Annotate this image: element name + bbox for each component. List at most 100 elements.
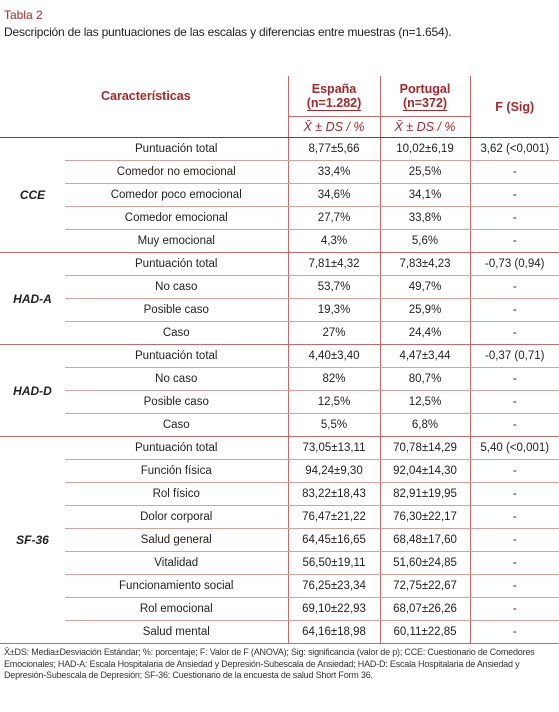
header-spacer bbox=[0, 116, 65, 138]
portugal-value: 49,7% bbox=[379, 275, 470, 299]
group-label: CCE bbox=[0, 137, 65, 253]
group-label: HAD-A bbox=[0, 252, 65, 345]
characteristic: Comedor emocional bbox=[65, 206, 288, 230]
characteristic: Comedor no emocional bbox=[65, 160, 288, 184]
table-label: Tabla 2 bbox=[4, 8, 43, 22]
spain-value: 82% bbox=[287, 367, 380, 391]
table-row: No caso 53,7% 49,7% - bbox=[0, 275, 559, 299]
table-row: Dolor corporal 76,47±21,22 76,30±22,17- bbox=[0, 505, 559, 529]
table-row: Vitalidad 56,50±19,11 51,60±24,85- bbox=[0, 551, 559, 575]
portugal-value: 82,91±19,95 bbox=[379, 482, 470, 506]
table-row: Comedor emocional 27,7% 33,8% - bbox=[0, 206, 559, 230]
portugal-value: 24,4% bbox=[379, 321, 470, 345]
spain-value: 8,77±5,66 bbox=[287, 137, 380, 161]
portugal-value: 76,30±22,17 bbox=[379, 505, 470, 529]
portugal-value: 60,11±22,85 bbox=[379, 620, 470, 644]
spain-value: 73,05±13,11 bbox=[287, 436, 380, 460]
portugal-value: 68,07±26,26 bbox=[379, 597, 470, 621]
footnote: X̄±DS: Media±Desviación Estándar; %: por… bbox=[4, 647, 535, 680]
table-body: CCE Puntuación total 8,77±5,66 10,02±6,19 3,… bbox=[0, 137, 559, 644]
f-value: - bbox=[469, 367, 559, 391]
characteristic: Salud general bbox=[65, 528, 288, 552]
header-portugal-n: (n=372) bbox=[402, 95, 448, 111]
f-value: - bbox=[469, 597, 559, 621]
characteristic: Caso bbox=[65, 321, 288, 345]
characteristic: Vitalidad bbox=[65, 551, 288, 575]
f-value: - bbox=[469, 390, 559, 414]
characteristic: Dolor corporal bbox=[65, 505, 288, 529]
f-value: - bbox=[469, 413, 559, 437]
characteristic: Posible caso bbox=[65, 390, 288, 414]
characteristic: Salud mental bbox=[65, 620, 288, 644]
f-value: 3,62 (<0,001) bbox=[469, 137, 559, 161]
spain-value: 34,6% bbox=[287, 183, 380, 207]
spain-value: 19,3% bbox=[287, 298, 380, 322]
portugal-value: 7,83±4,23 bbox=[379, 252, 470, 276]
table-row: HAD-A Puntuación total 7,81±4,32 7,83±4,23-… bbox=[0, 252, 559, 345]
characteristic: Rol emocional bbox=[65, 597, 288, 621]
header-spain-name: España bbox=[311, 81, 357, 96]
spain-value: 53,7% bbox=[287, 275, 380, 299]
table-row: Comedor no emocional 33,4% 25,5% - bbox=[0, 160, 559, 184]
table-row: Posible caso 19,3% 25,9% - bbox=[0, 298, 559, 322]
portugal-value: 34,1% bbox=[379, 183, 470, 207]
portugal-value: 51,60±24,85 bbox=[379, 551, 470, 575]
header-portugal: Portugal (n=372) bbox=[379, 76, 470, 117]
table-row: Función física 94,24±9,30 92,04±14,30- bbox=[0, 459, 559, 483]
data-table: Características España (n=1.282) Portugal… bbox=[0, 76, 559, 644]
header-stat-portugal: X̄ ± DS / % bbox=[379, 116, 470, 138]
characteristic: Funcionamiento social bbox=[65, 574, 288, 598]
group-label: SF-36 bbox=[0, 436, 65, 644]
group-label: HAD-D bbox=[0, 344, 65, 437]
table-row: Salud general 64,45±16,65 68,48±17,60- bbox=[0, 528, 559, 552]
f-value: - bbox=[469, 298, 559, 322]
table-row: Posible caso 12,5% 12,5% - bbox=[0, 390, 559, 414]
characteristic: No caso bbox=[65, 367, 288, 391]
portugal-value: 25,5% bbox=[379, 160, 470, 184]
header-spacer bbox=[65, 116, 288, 138]
table-row: HAD-D Puntuación total 4,40±3,40 4,47±3,44-… bbox=[0, 344, 559, 437]
spain-value: 83,22±18,43 bbox=[287, 482, 380, 506]
characteristic: No caso bbox=[65, 275, 288, 299]
portugal-value: 68,48±17,60 bbox=[379, 528, 470, 552]
portugal-value: 12,5% bbox=[379, 390, 470, 414]
characteristic: Posible caso bbox=[65, 298, 288, 322]
characteristic: Caso bbox=[65, 413, 288, 437]
table-row: Funcionamiento social 76,25±23,34 72,75±22… bbox=[0, 574, 559, 598]
portugal-value: 72,75±22,67 bbox=[379, 574, 470, 598]
f-value: - bbox=[469, 574, 559, 598]
table-row: Caso 27% 24,4% - bbox=[0, 321, 559, 345]
f-value: - bbox=[469, 229, 559, 253]
header-spacer bbox=[0, 76, 65, 117]
spain-value: 69,10±22,93 bbox=[287, 597, 380, 621]
portugal-value: 25,9% bbox=[379, 298, 470, 322]
portugal-value: 80,7% bbox=[379, 367, 470, 391]
characteristic: Puntuación total bbox=[65, 137, 288, 161]
spain-value: 64,45±16,65 bbox=[287, 528, 380, 552]
characteristic: Comedor poco emocional bbox=[65, 183, 288, 207]
f-value: - bbox=[469, 459, 559, 483]
spain-value: 56,50±19,11 bbox=[287, 551, 380, 575]
header-portugal-name: Portugal bbox=[399, 81, 451, 96]
characteristic: Puntuación total bbox=[65, 436, 288, 460]
portugal-value: 4,47±3,44 bbox=[379, 344, 470, 368]
f-value: - bbox=[469, 321, 559, 345]
spain-value: 7,81±4,32 bbox=[287, 252, 380, 276]
header-spain-n: (n=1.282) bbox=[306, 95, 362, 111]
portugal-value: 5,6% bbox=[379, 229, 470, 253]
characteristic: Muy emocional bbox=[65, 229, 288, 253]
spain-value: 76,25±23,34 bbox=[287, 574, 380, 598]
portugal-value: 6,8% bbox=[379, 413, 470, 437]
spain-value: 4,3% bbox=[287, 229, 380, 253]
spain-value: 27% bbox=[287, 321, 380, 345]
table-row: CCE Puntuación total 8,77±5,66 10,02±6,19 3,… bbox=[0, 137, 559, 253]
f-value: - bbox=[469, 206, 559, 230]
spain-value: 5,5% bbox=[287, 413, 380, 437]
portugal-value: 70,78±14,29 bbox=[379, 436, 470, 460]
table-title: Descripción de las puntuaciones de las e… bbox=[4, 25, 452, 39]
characteristic: Función física bbox=[65, 459, 288, 483]
spain-value: 27,7% bbox=[287, 206, 380, 230]
f-value: - bbox=[469, 528, 559, 552]
header-f: F (Sig) bbox=[469, 76, 559, 138]
